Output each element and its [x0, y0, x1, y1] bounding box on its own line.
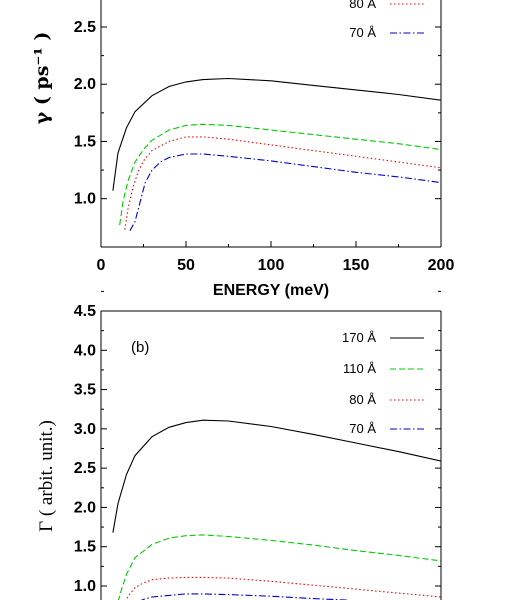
- panel-a-tick-labels: 1.0 1.5 2.0 2.5 0 50 100 150 200: [74, 19, 455, 274]
- y-tick-label: 1.5: [74, 133, 96, 150]
- panel-b-annotation: (b): [131, 339, 149, 356]
- y-tick-label: 3.5: [74, 382, 96, 399]
- y-tick-label: 1.5: [74, 539, 96, 556]
- chart-panel-b: 1.0 1.5 2.0 2.5 3.0 3.5 4.0 4.5 170 Å 110 Å 80 Å 7…: [36, 290, 442, 600]
- series-line-170: [112, 419, 441, 533]
- series-line-110: [117, 534, 441, 600]
- legend-label-80: 80 Å: [349, 0, 376, 11]
- panel-b-tick-labels: 1.0 1.5 2.0 2.5 3.0 3.5 4.0 4.5: [74, 303, 96, 595]
- y-tick-label: 2.5: [74, 460, 96, 477]
- x-tick-label: 100: [258, 257, 285, 274]
- panel-b-lines: [112, 419, 441, 600]
- y-tick-label: 2.0: [74, 76, 96, 93]
- y-tick-label: 3.0: [74, 421, 96, 438]
- y-tick-label: 1.0: [74, 191, 96, 208]
- x-tick-label: 0: [97, 257, 106, 274]
- series-line-110: [119, 123, 441, 226]
- y-tick-label: 4.0: [74, 342, 96, 359]
- series-line-170: [112, 77, 441, 191]
- series-line-80: [124, 136, 441, 230]
- series-line-70: [129, 153, 441, 231]
- y-tick-label: 2.0: [74, 499, 96, 516]
- x-tick-label: 200: [428, 257, 455, 274]
- panel-a-ticks: [100, 26, 442, 247]
- panel-a-ylabel: γ ( ps⁻¹ ): [31, 32, 53, 125]
- panel-b-legend: 170 Å 110 Å 80 Å 70 Å: [342, 330, 424, 436]
- legend-label-80: 80 Å: [349, 392, 376, 407]
- panel-b-ylabel: Γ ( arbit. unit.): [36, 420, 57, 532]
- x-tick-label: 50: [177, 257, 195, 274]
- y-tick-label: 1.0: [74, 578, 96, 595]
- x-tick-label: 150: [343, 257, 370, 274]
- legend-label-70: 70 Å: [349, 421, 376, 436]
- panel-a-legend: 80 Å 70 Å: [349, 0, 424, 40]
- panel-a-xlabel: ENERGY (meV): [213, 282, 329, 299]
- chart-panel-a: 1.0 1.5 2.0 2.5 0 50 100 150 200 80 Å 70 Å γ ( ps…: [31, 0, 454, 299]
- legend-label-110: 110 Å: [343, 361, 376, 376]
- panel-a-lines: [112, 77, 441, 231]
- legend-label-170: 170 Å: [342, 330, 376, 345]
- panel-b-ticks: [101, 290, 441, 587]
- legend-label-70: 70 Å: [349, 25, 376, 40]
- y-tick-label: 4.5: [74, 303, 96, 320]
- y-tick-label: 2.5: [74, 19, 96, 36]
- series-line-70: [140, 593, 348, 600]
